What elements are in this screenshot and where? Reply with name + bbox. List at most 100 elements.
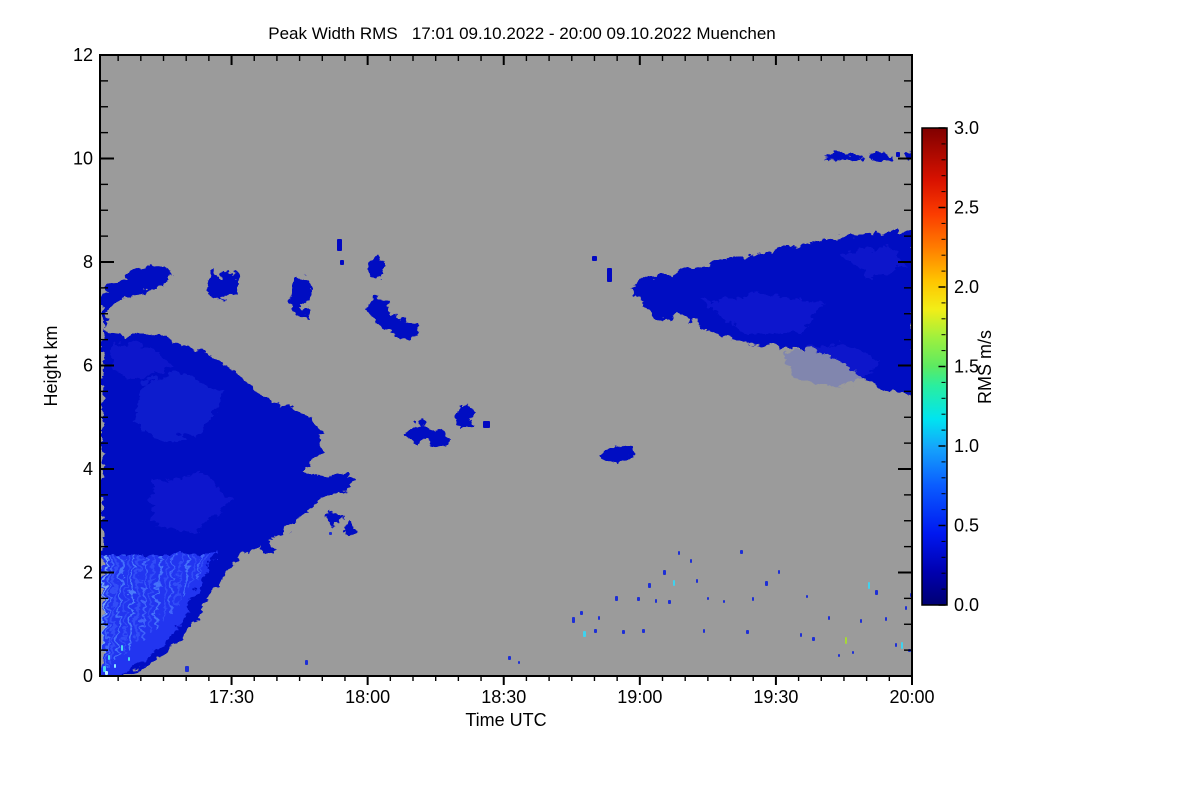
echo-speck [800,633,802,637]
echo-region-chain-1805 [363,295,415,339]
echo-speck [852,651,854,654]
echo-region-blob-1725 [203,268,238,297]
echo-speck [103,666,106,672]
echo-speck [838,654,840,657]
x-tick-label: 19:00 [617,687,662,707]
echo-layer [100,148,912,676]
echo-texture-4 [780,340,880,385]
bright-streaks [100,552,206,669]
echo-region-streak-10km-b [865,151,893,159]
echo-speck [678,551,680,555]
echo-speck [598,616,600,620]
bright-streak [193,552,200,577]
echo-speck [622,630,625,634]
bright-streak [180,552,187,595]
echo-region-blob-1743 [287,274,310,315]
echo-region-lump-1751a [323,508,340,523]
echo-speck [860,619,862,623]
echo-speck [583,631,586,637]
echo-speck [114,664,116,668]
bright-streak [152,552,159,625]
y-tick-label: 2 [83,563,93,583]
bright-streak [145,552,152,631]
echo-region-dash-1850 [597,443,632,459]
bright-streak [199,552,206,567]
echo-speck [690,559,692,563]
echo-speck [778,570,780,574]
x-tick-label: 17:30 [209,687,254,707]
echo-speck [668,600,671,604]
echo-speck [637,597,640,601]
echo-speck [905,606,907,610]
echo-speck [696,579,698,583]
echo-speck [592,256,597,261]
echo-speck [340,260,344,265]
echo-region-boundary-layer-bright [100,552,213,676]
echo-region-round-1820 [451,403,472,427]
echo-speck [707,597,709,600]
bright-streak [126,552,133,647]
echo-speck [580,611,583,615]
bright-streak [187,552,194,586]
echo-speck [594,629,597,633]
echo-region-crescent-1736 [253,505,284,553]
axis-ticks [101,54,913,685]
chart-title: Peak Width RMS 17:01 09.10.2022 - 20:00 … [268,24,776,43]
echo-speck [740,550,743,554]
echo-speck [185,666,189,672]
bright-streak [107,552,116,662]
x-tick-label: 18:30 [481,687,526,707]
echo-speck [105,671,108,675]
echo-speck [896,152,900,157]
echo-speck [845,637,847,644]
echo-speck [812,637,815,641]
echo-region-lump-1751b [340,520,355,533]
y-tick-label: 8 [83,252,93,272]
y-tick-label: 10 [73,149,93,169]
echo-speck [752,597,754,601]
colorbar-tick-label: 0.5 [954,516,979,536]
colorbar-tick-label: 1.0 [954,436,979,456]
bright-streak [159,552,166,618]
echo-region-streak-10km-c [900,148,912,157]
colorbar-tick-label: 2.0 [954,277,979,297]
x-tick-label: 20:00 [889,687,934,707]
y-tick-label: 12 [73,45,93,65]
echo-speck [607,268,612,282]
echo-speck [655,599,657,603]
bright-streak [120,552,127,651]
y-tick-label: 6 [83,356,93,376]
bright-streak [131,552,140,643]
echo-speck [128,657,130,661]
axis-tick-labels: 17:30 18:00 18:30 19:00 19:30 20:00 0 2 4 6 8 10 12 [73,45,935,707]
echo-speck [615,596,618,601]
plot-area-background [100,55,912,676]
colorbar-tick-label: 0.0 [954,595,979,615]
colorbar-ticks [938,127,946,606]
echo-speck [518,661,520,664]
bright-streak [114,552,121,656]
echo-texture-1 [150,470,230,530]
y-axis-label: Height km [41,325,61,406]
echo-speck [329,532,332,535]
echo-speck [868,582,870,589]
echo-texture-0 [130,370,220,440]
y-tick-label: 0 [83,666,93,686]
colorbar-title: RMS m/s [975,330,995,404]
echo-speck [305,660,308,665]
echo-speck [572,617,575,623]
bright-streak [173,552,180,603]
echo-speck [746,630,749,634]
colorbar-tick-label: 2.5 [954,198,979,218]
colorbar-tick-label: 1.5 [954,357,979,377]
bright-streak [138,552,145,637]
echo-speck [723,600,725,603]
echo-speck [901,642,903,649]
echo-speck [703,629,705,633]
echo-speck [508,656,511,660]
echo-region-streak-10km-a [823,148,861,159]
echo-speck [895,643,897,647]
echo-speck [337,239,342,251]
echo-region-chain-1810 [405,421,447,445]
